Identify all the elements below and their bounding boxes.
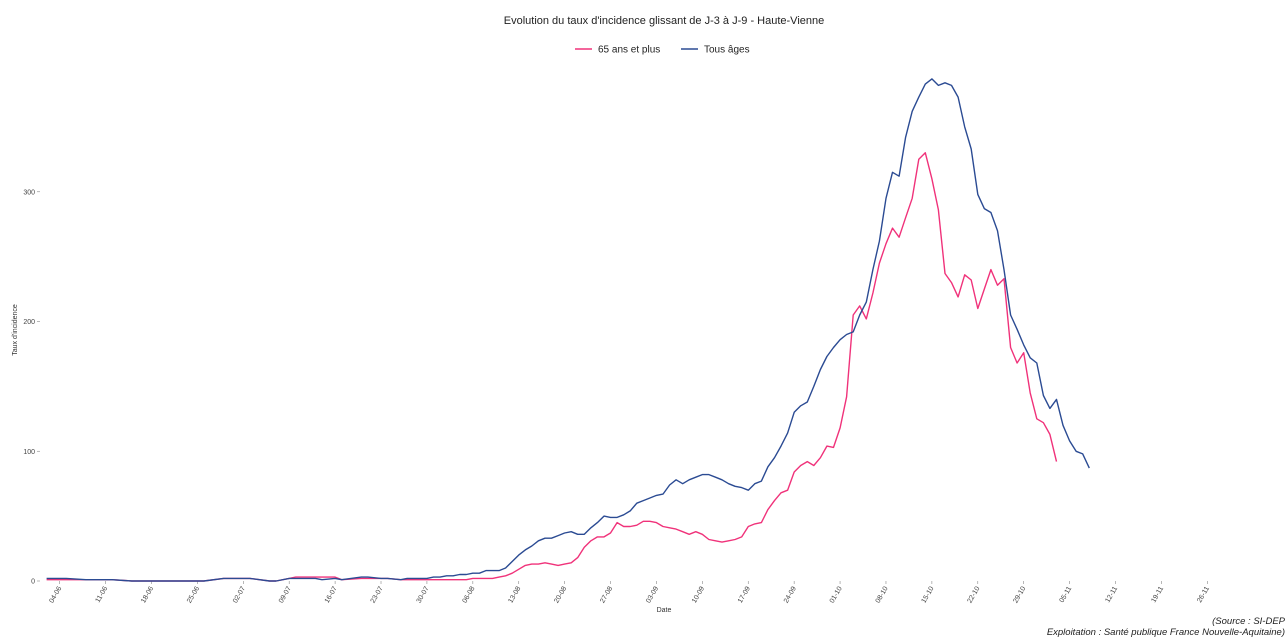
x-tick-label-7: 23-07 xyxy=(370,585,385,604)
series-line-65-ans-et-plus xyxy=(46,152,1058,582)
y-axis-title: Taux d'incidence xyxy=(12,304,19,356)
y-tick-label-3: 300 xyxy=(23,189,35,196)
x-tick-label-0: 04-06 xyxy=(48,585,63,604)
x-tick-label-12: 27-08 xyxy=(599,585,614,604)
x-tick-label-22: 05-11 xyxy=(1059,585,1074,604)
x-tick-label-25: 26-11 xyxy=(1196,585,1211,604)
x-tick-label-15: 17-09 xyxy=(737,585,752,604)
x-tick-label-14: 10-09 xyxy=(691,585,706,604)
source-line-2: Exploitation : Santé publique France Nou… xyxy=(1047,627,1285,638)
x-tick-label-23: 12-11 xyxy=(1104,585,1119,604)
x-tick-label-21: 29-10 xyxy=(1012,585,1027,604)
y-tick-label-0: 0 xyxy=(31,579,35,586)
x-tick-label-24: 19-11 xyxy=(1150,585,1165,604)
x-axis: 04-06 11-06 18-06 25-06 02-07 09-07 16-07 23-07… xyxy=(48,581,1211,605)
x-tick-label-13: 03-09 xyxy=(645,585,660,604)
x-tick-label-8: 30-07 xyxy=(416,585,431,604)
y-tick-label-1: 100 xyxy=(23,449,35,456)
x-tick-label-16: 24-09 xyxy=(783,585,798,604)
y-tick-label-2: 200 xyxy=(23,319,35,326)
x-tick-label-11: 20-08 xyxy=(553,585,568,604)
source-line-1: (Source : SI-DEP xyxy=(1212,616,1286,627)
chart-title: Evolution du taux d'incidence glissant d… xyxy=(504,15,824,27)
x-tick-label-10: 13-08 xyxy=(507,585,522,604)
x-tick-label-18: 08-10 xyxy=(875,585,890,604)
plot-area xyxy=(46,78,1090,582)
x-tick-label-6: 16-07 xyxy=(324,585,339,604)
x-tick-label-3: 25-06 xyxy=(186,585,201,604)
x-tick-label-20: 22-10 xyxy=(966,585,981,604)
y-axis: 0 100 200 300 xyxy=(23,189,40,586)
legend-label-0: 65 ans et plus xyxy=(598,45,660,56)
legend: 65 ans et plus Tous âges xyxy=(575,45,750,56)
x-tick-label-19: 15-10 xyxy=(921,585,936,604)
x-tick-label-1: 11-06 xyxy=(95,585,110,604)
x-tick-label-4: 02-07 xyxy=(232,585,247,604)
x-tick-label-17: 01-10 xyxy=(829,585,844,604)
x-tick-label-5: 09-07 xyxy=(278,585,293,604)
x-tick-label-9: 06-08 xyxy=(462,585,477,604)
x-tick-label-2: 18-06 xyxy=(140,585,155,604)
x-axis-title: Date xyxy=(657,607,672,614)
legend-label-1: Tous âges xyxy=(704,45,750,56)
series-line-tous-ages xyxy=(46,78,1090,582)
